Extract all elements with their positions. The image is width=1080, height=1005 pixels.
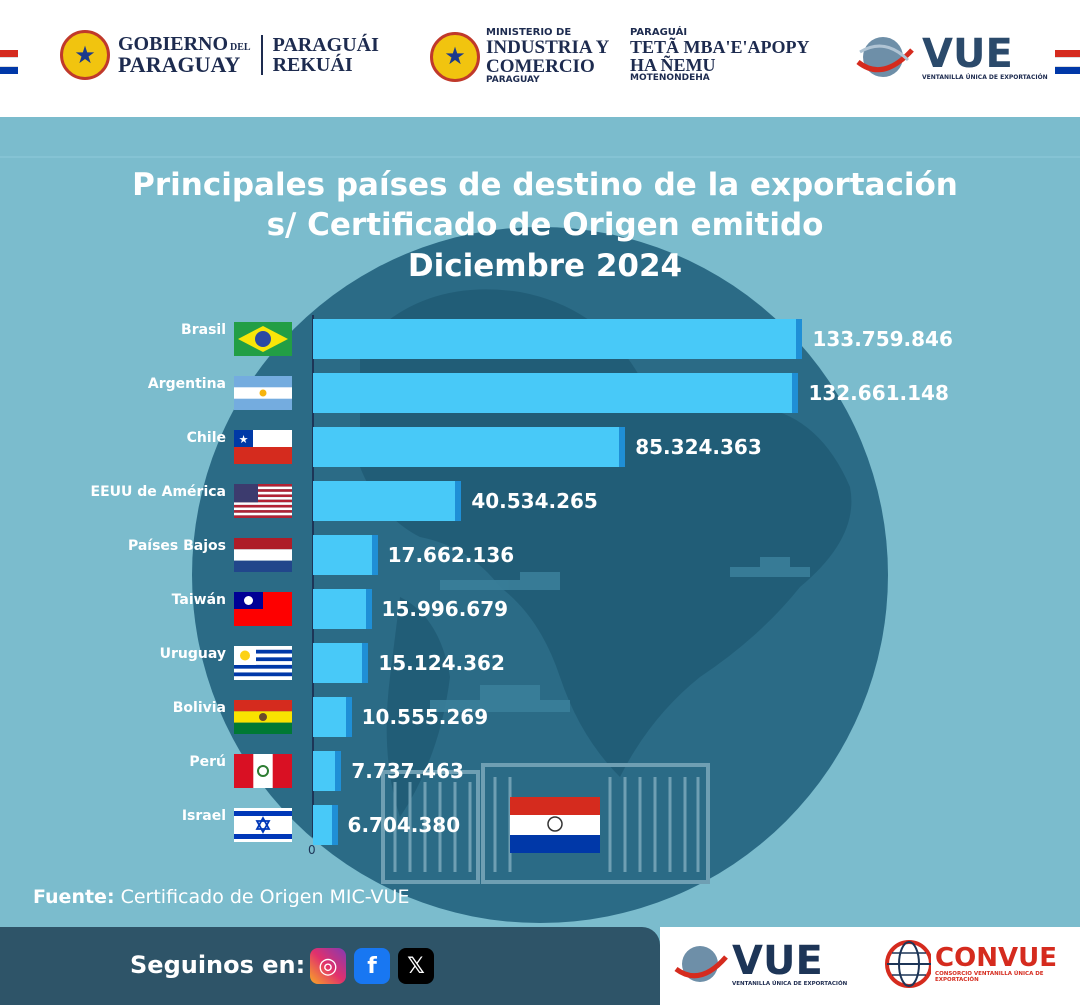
ministerio-line1: INDUSTRIA Y [486, 37, 610, 58]
guarani-logo: PARAGUÁI TETÃ MBA'E'APOPY HA ÑEMU MOTENO… [630, 28, 810, 83]
category-label-peru: Perú [189, 754, 226, 770]
header-banner: ★ GOBIERNO DEL PARAGUAY PARAGUÁI REKUÁI ★… [0, 0, 1080, 117]
facebook-icon[interactable]: f [354, 948, 390, 984]
flag-bolivia-icon [234, 700, 292, 734]
category-label-argentina: Argentina [147, 376, 226, 392]
ministerio-small-top: MINISTERIO DE [486, 27, 572, 38]
flag-eeuu-de-america-icon [234, 484, 292, 518]
partner-logos: VUE VENTANILLA ÚNICA DE EXPORTACIÓN CONV… [660, 927, 1080, 1005]
svg-text:★: ★ [239, 434, 249, 446]
rekuai-line2: REKUÁI [272, 54, 353, 76]
star-seal-icon: ★ [60, 30, 110, 80]
instagram-icon[interactable]: ◎ [310, 948, 346, 984]
chart-title-line2: s/ Certificado de Origen emitido [266, 207, 824, 243]
convue-name: CONVUE [935, 943, 1057, 973]
category-label-eeuu-de-america: EEUU de América [90, 484, 227, 500]
chart-title-line1: Principales países de destino de la expo… [132, 167, 958, 203]
rekuai-line1: PARAGUÁI [272, 34, 379, 56]
social-footer: Seguinos en: ◎ f 𝕏 [0, 927, 660, 1005]
vue-footer-logo: VUE VENTANILLA ÚNICA DE EXPORTACIÓN [672, 941, 847, 987]
flag-peru-icon [234, 754, 292, 788]
globe-icon [885, 940, 932, 988]
globe-plane-icon [856, 37, 914, 77]
x-icon[interactable]: 𝕏 [398, 948, 434, 984]
data-label-peru: 7.737.463 [351, 759, 464, 783]
chart-panel: Principales países de destino de la expo… [0, 117, 1080, 927]
chart-title-line3: Diciembre 2024 [407, 248, 683, 284]
category-label-israel: Israel [181, 808, 226, 824]
flag-israel-icon [234, 808, 292, 842]
vue-footer-subtitle: VENTANILLA ÚNICA DE EXPORTACIÓN [732, 981, 848, 987]
data-label-paises-bajos: 17.662.136 [387, 543, 515, 567]
divider [260, 35, 263, 75]
gobierno-line1: GOBIERNO [118, 33, 229, 55]
data-label-chile: 85.324.363 [635, 435, 762, 459]
category-label-bolivia: Bolivia [172, 700, 226, 716]
data-label-eeuu-de-america: 40.534.265 [471, 489, 598, 513]
guarani-line2: HA ÑEMU [630, 55, 716, 75]
data-label-brasil: 133.759.846 [812, 327, 953, 351]
gobierno-logo: ★ GOBIERNO DEL PARAGUAY PARAGUÁI REKUÁI [60, 30, 379, 80]
vue-name: VUE [922, 30, 1013, 77]
ministerio-small-bottom: PARAGUAY [486, 75, 540, 85]
bar-paises-bajos [313, 535, 378, 575]
convue-logo: CONVUE CONSORCIO VENTANILLA ÚNICA DE EXP… [884, 939, 1080, 989]
flag-taiwan-icon [234, 592, 292, 626]
category-label-uruguay: Uruguay [159, 646, 226, 662]
source-text: Certificado de Origen MIC-VUE [120, 886, 410, 908]
category-label-paises-bajos: Países Bajos [127, 538, 226, 554]
source-label: Fuente: [33, 886, 115, 908]
bar-argentina [313, 373, 799, 413]
ministerio-logo: ★ MINISTERIO DE INDUSTRIA Y COMERCIO PAR… [430, 28, 609, 85]
data-label-uruguay: 15.124.362 [378, 651, 505, 675]
data-label-argentina: 132.661.148 [808, 381, 949, 405]
category-label-brasil: Brasil [181, 322, 226, 338]
bar-uruguay [313, 643, 369, 683]
bar-brasil [313, 319, 803, 359]
ministerio-line2: COMERCIO [486, 56, 595, 77]
bar-bolivia [313, 697, 352, 737]
category-label-chile: Chile [186, 430, 226, 446]
source-note: Fuente: Certificado de Origen MIC-VUE [33, 886, 409, 908]
guarani-line1: TETÃ MBA'E'APOPY [630, 37, 810, 57]
bar-chile [313, 427, 626, 467]
flag-chile-icon: ★ [234, 430, 292, 464]
category-label-taiwan: Taiwán [171, 592, 226, 608]
paraguay-flag-stripe-right [1055, 50, 1080, 74]
globe-plane-icon [674, 946, 728, 982]
bar-israel [313, 805, 338, 845]
data-label-taiwan: 15.996.679 [381, 597, 509, 621]
vue-footer-name: VUE [732, 938, 823, 984]
bar-taiwan [313, 589, 372, 629]
vue-subtitle: VENTANILLA ÚNICA DE EXPORTACIÓN [922, 73, 1048, 81]
paraguay-flag-stripe-left [0, 50, 18, 74]
bar-peru [313, 751, 342, 791]
bar-eeuu-de-america [313, 481, 462, 521]
social-links: ◎ f 𝕏 [310, 948, 434, 984]
data-label-bolivia: 10.555.269 [361, 705, 489, 729]
star-seal-icon: ★ [430, 31, 480, 82]
gobierno-line2: PARAGUAY [118, 52, 241, 77]
x-tick-label-0: 0 [308, 843, 316, 857]
flag-argentina-icon [234, 376, 292, 410]
follow-label: Seguinos en: [130, 951, 306, 979]
data-label-israel: 6.704.380 [347, 813, 461, 837]
flag-brasil-icon [234, 322, 292, 356]
vue-logo: VUE VENTANILLA ÚNICA DE EXPORTACIÓN [850, 32, 1048, 82]
flag-paises-bajos-icon [234, 538, 292, 572]
flag-uruguay-icon [234, 646, 292, 680]
guarani-small-bottom: MOTENONDEHA [630, 73, 710, 83]
convue-subtitle: CONSORCIO VENTANILLA ÚNICA DE EXPORTACIÓ… [935, 971, 1044, 983]
container-illustration [381, 763, 710, 884]
guarani-small-top: PARAGUÁI [630, 27, 688, 38]
gobierno-del: DEL [230, 42, 251, 53]
